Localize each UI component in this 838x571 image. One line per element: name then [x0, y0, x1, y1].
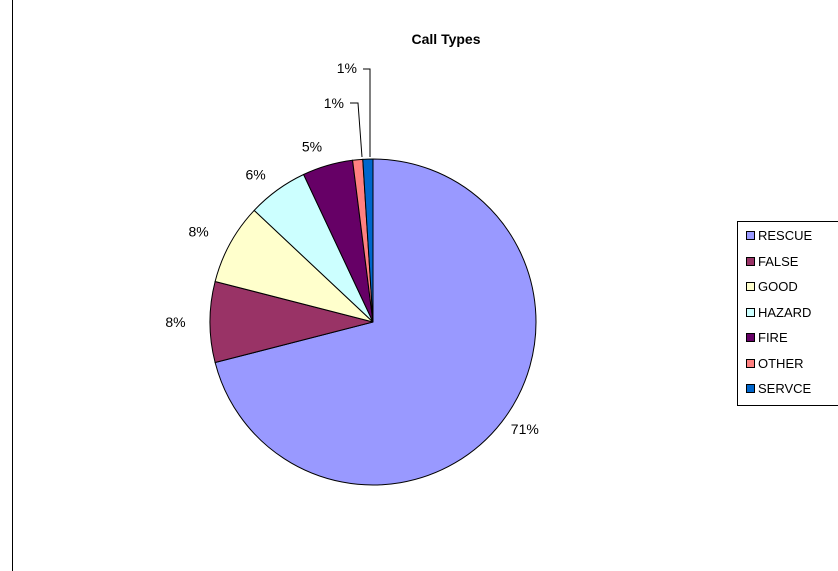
legend: RESCUE FALSE GOOD HAZARD FIRE OTHER SERVCE	[737, 221, 838, 406]
pie-label-fire: 5%	[302, 139, 322, 155]
legend-label: GOOD	[758, 279, 798, 295]
legend-swatch	[746, 307, 755, 317]
pie-label-servce: 1%	[337, 60, 357, 76]
legend-swatch	[746, 333, 755, 343]
legend-swatch	[746, 231, 755, 241]
pie-label-rescue: 71%	[511, 421, 539, 437]
legend-item-rescue: RESCUE	[746, 223, 838, 249]
legend-item-false: FALSE	[746, 249, 838, 275]
legend-label: RESCUE	[758, 228, 813, 244]
chart-title: Call Types	[412, 31, 481, 47]
legend-item-good: GOOD	[746, 274, 838, 300]
legend-label: FIRE	[758, 330, 788, 346]
legend-item-hazard: HAZARD	[746, 300, 838, 326]
pie-label-other: 1%	[324, 95, 344, 111]
leader-line-servce	[363, 68, 371, 157]
pie-slice-servce	[362, 158, 374, 323]
legend-label: SERVCE	[758, 381, 812, 397]
legend-swatch	[746, 282, 755, 292]
pie-label-good: 8%	[188, 224, 208, 240]
legend-item-servce: SERVCE	[746, 376, 838, 402]
legend-swatch	[746, 256, 755, 266]
legend-swatch	[746, 384, 755, 394]
pie-label-hazard: 6%	[245, 166, 265, 182]
legend-item-fire: FIRE	[746, 325, 838, 351]
leader-line-other	[350, 102, 363, 158]
legend-swatch	[746, 358, 755, 368]
legend-item-other: OTHER	[746, 351, 838, 377]
legend-label: OTHER	[758, 355, 804, 371]
legend-label: HAZARD	[758, 304, 812, 320]
legend-label: FALSE	[758, 253, 799, 269]
pie-label-false: 8%	[165, 314, 185, 330]
pie-slice-rescue	[214, 158, 537, 486]
